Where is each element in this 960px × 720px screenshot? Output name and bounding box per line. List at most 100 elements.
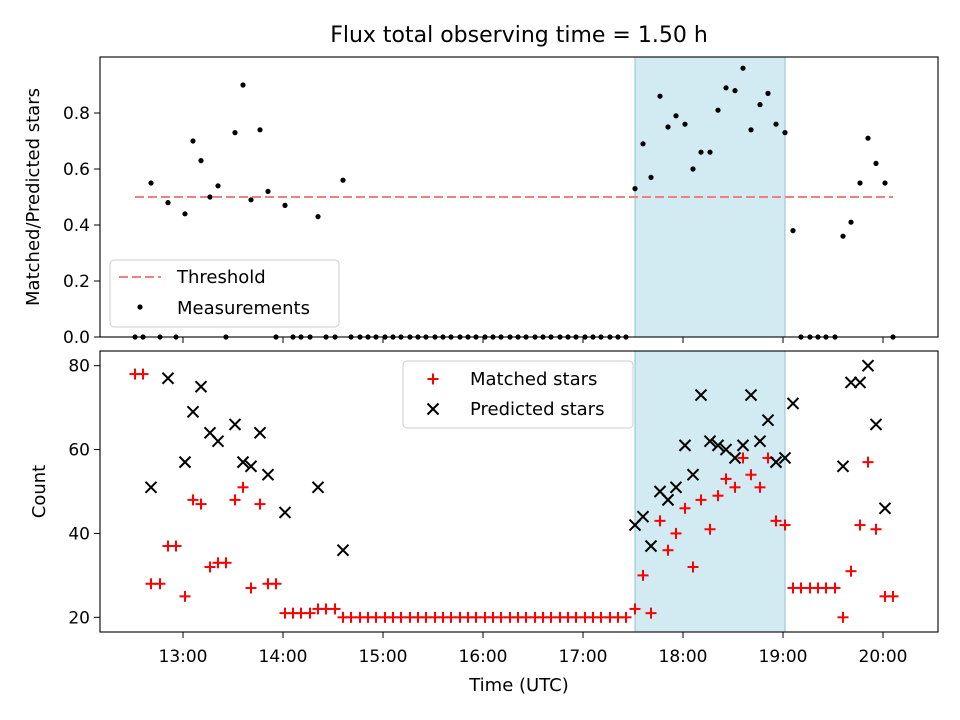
matched-star-marker <box>179 590 191 602</box>
predicted-star-marker <box>211 434 225 448</box>
y-tick-label: 80 <box>68 357 90 377</box>
matched-star-marker <box>687 561 699 573</box>
measurement-point <box>873 160 879 166</box>
measurement-point <box>673 113 679 119</box>
matched-star-marker <box>245 582 257 594</box>
measurement-point <box>198 158 204 164</box>
legend-predicted-marker <box>426 402 440 416</box>
measurement-point <box>690 166 696 172</box>
legend-matched-label: Matched stars <box>470 369 597 390</box>
legend-predicted-label: Predicted stars <box>470 399 604 420</box>
predicted-star-marker <box>228 418 242 431</box>
predicted-star-marker <box>253 426 267 439</box>
ratio-y-axis: 0.0 0.2 0.4 0.6 0.8 <box>63 104 100 348</box>
measurement-point <box>698 149 704 155</box>
measurement-point <box>207 194 213 200</box>
predicted-star-marker <box>844 376 858 389</box>
matched-star-marker <box>837 611 849 623</box>
predicted-star-marker <box>261 468 275 481</box>
measurement-point <box>632 186 638 192</box>
matched-star-marker <box>754 481 766 493</box>
predicted-star-marker <box>161 372 175 385</box>
matched-star-marker <box>704 523 716 535</box>
matched-star-marker <box>662 544 674 556</box>
count-y-axis: 20 40 60 80 <box>68 357 100 628</box>
x-tick-label: 19:00 <box>759 647 808 667</box>
measurement-point <box>215 183 221 189</box>
measurement-point <box>848 219 854 225</box>
ratio-plot-frame <box>99 56 939 338</box>
measurement-point <box>707 149 713 155</box>
predicted-star-marker <box>669 481 683 494</box>
ratio-panel: 0.00.20.40.60.8 Matched/Predicted stars … <box>23 56 939 348</box>
predicted-star-marker <box>278 506 292 519</box>
measurement-point <box>782 130 788 136</box>
matched-star-marker <box>854 519 866 531</box>
count-plot-frame <box>99 350 939 633</box>
count-legend: Matched stars Predicted stars <box>402 360 634 429</box>
matched-star-marker <box>154 578 166 590</box>
matched-star-marker <box>745 469 757 481</box>
measurement-point <box>682 121 688 127</box>
legend-predicted-swatch <box>426 402 440 416</box>
predicted-star-marker <box>769 455 783 469</box>
predicted-star-marker <box>694 388 708 402</box>
predicted-star-marker <box>736 439 750 452</box>
measurement-point <box>257 127 263 133</box>
predicted-star-marker <box>786 397 800 410</box>
x-tick-label: 17:00 <box>559 647 608 667</box>
predicted-star-marker <box>778 451 792 465</box>
y-tick-label: 20 <box>68 608 90 628</box>
measurement-point <box>248 197 254 203</box>
x-tick-label: 14:00 <box>259 647 308 667</box>
measurement-point <box>757 102 763 108</box>
predicted-star-marker <box>728 451 742 465</box>
x-tick-label: 15:00 <box>359 647 408 667</box>
predicted-star-marker <box>311 481 325 494</box>
matched-star-marker <box>654 515 666 527</box>
matched-star-marker <box>195 498 207 510</box>
x-tick-label: 20:00 <box>859 647 908 667</box>
predicted-star-marker <box>661 493 675 507</box>
measurement-point <box>723 85 729 91</box>
y-tick-label: 0.2 <box>63 272 90 292</box>
measurement-point <box>857 180 863 186</box>
predicted-star-marker <box>761 413 775 427</box>
predicted-star-marker <box>178 455 192 469</box>
predicted-star-marker <box>686 468 700 481</box>
matched-star-marker <box>629 603 641 615</box>
y-tick-label: 0.8 <box>63 104 90 124</box>
matched-star-marker <box>620 611 632 623</box>
matched-star-marker <box>670 527 682 539</box>
y-tick-label: 40 <box>68 524 90 544</box>
matched-star-marker <box>779 519 791 531</box>
matched-star-marker <box>637 569 649 581</box>
predicted-star-marker <box>711 439 725 452</box>
matched-star-marker <box>137 368 149 380</box>
matched-star-marker <box>729 481 741 493</box>
measurement-point <box>648 174 654 180</box>
legend-threshold-label: Threshold <box>176 267 266 288</box>
measurement-point <box>265 188 271 194</box>
measurement-point <box>640 141 646 147</box>
measurement-point <box>790 228 796 234</box>
predicted-star-marker <box>244 460 258 473</box>
measurement-point <box>740 65 746 71</box>
matched-star-marker <box>187 494 199 506</box>
matched-star-marker <box>304 607 316 619</box>
predicted-star-marker <box>678 439 692 452</box>
x-tick-label: 18:00 <box>659 647 708 667</box>
matched-star-marker <box>845 565 857 577</box>
measurement-point <box>882 180 888 186</box>
predicted-star-marker <box>236 455 250 469</box>
time-x-axis-label: Time (UTC) <box>468 675 569 696</box>
matched-star-marker <box>870 523 882 535</box>
matched-star-marker <box>220 557 232 569</box>
measurement-point <box>165 200 171 206</box>
measurement-point <box>765 90 771 96</box>
measurement-point <box>315 214 321 220</box>
predicted-star-marker <box>744 388 758 402</box>
measurement-point <box>148 180 154 186</box>
